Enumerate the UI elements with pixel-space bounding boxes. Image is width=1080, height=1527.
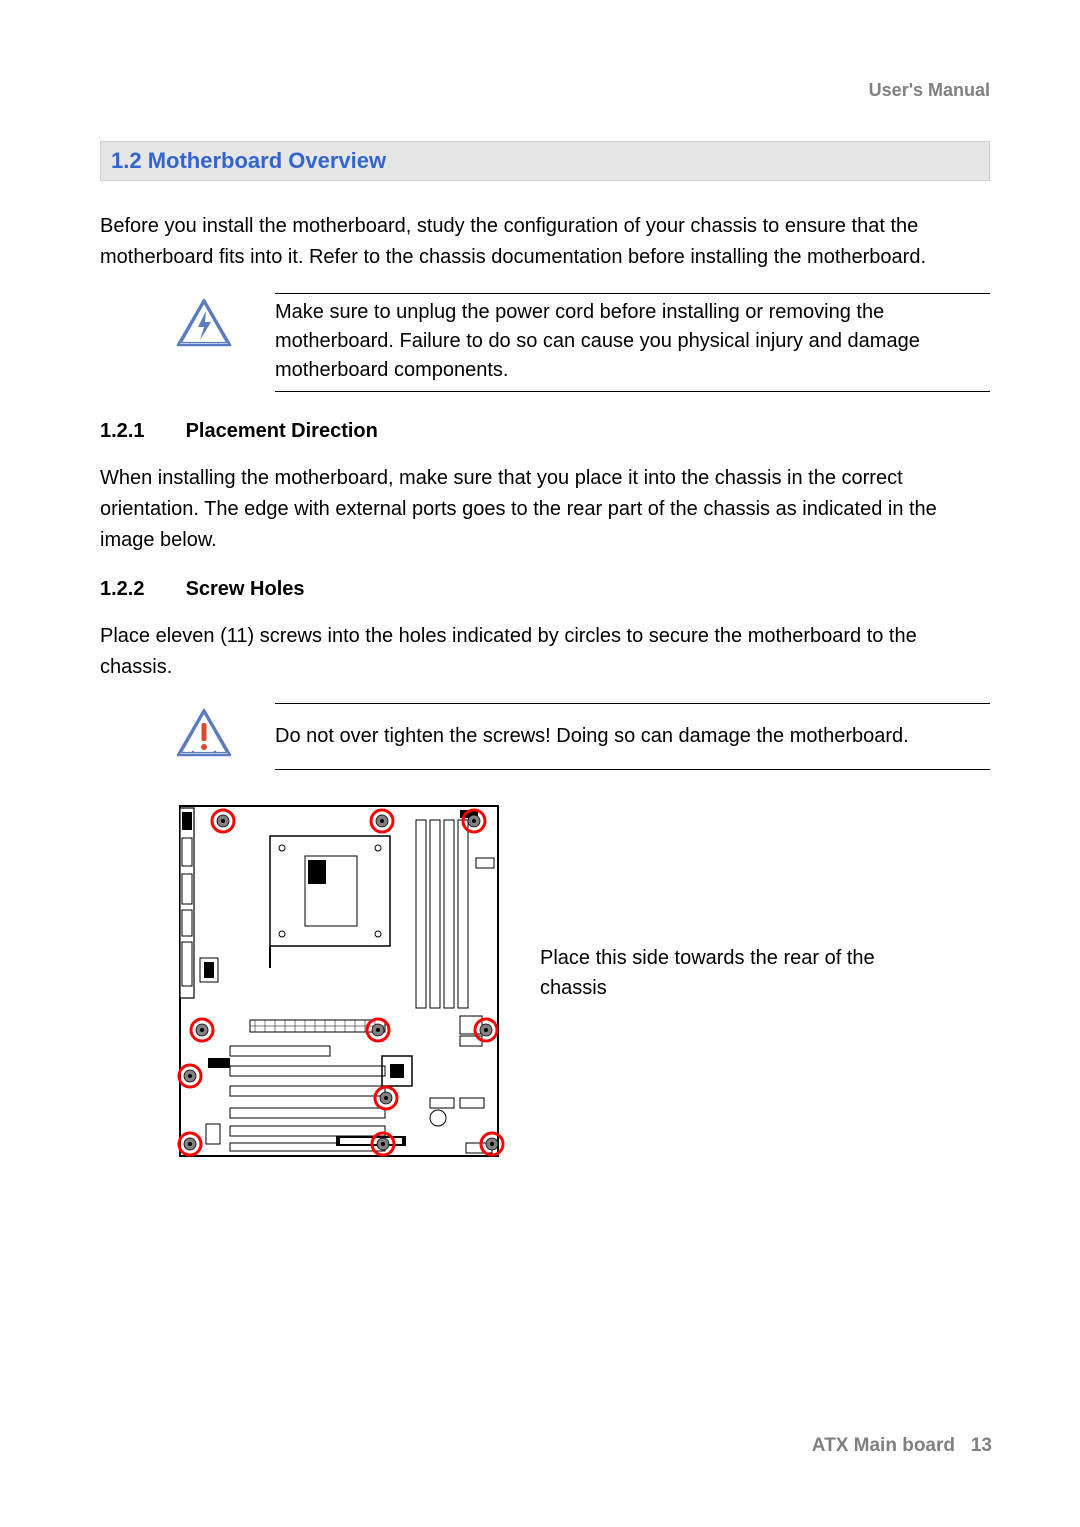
caution-exclamation-icon bbox=[175, 707, 245, 770]
sub-number: 1.2.1 bbox=[100, 420, 180, 443]
lightning-warning-icon bbox=[175, 297, 245, 360]
page-header-right: User's Manual bbox=[100, 80, 990, 101]
caution-callout: Do not over tighten the screws! Doing so… bbox=[175, 703, 990, 770]
sub-title: Screw Holes bbox=[186, 578, 305, 600]
footer-page-number: 13 bbox=[971, 1435, 992, 1456]
section-heading: 1.2 Motherboard Overview bbox=[100, 141, 990, 181]
diagram-side-note: Place this side towards the rear of the … bbox=[540, 943, 910, 1003]
motherboard-diagram bbox=[160, 798, 510, 1168]
placement-paragraph: When installing the motherboard, make su… bbox=[100, 463, 990, 556]
caution-text: Do not over tighten the screws! Doing so… bbox=[275, 703, 990, 770]
intro-paragraph: Before you install the motherboard, stud… bbox=[100, 211, 990, 273]
sub-heading-screw: 1.2.2 Screw Holes bbox=[100, 578, 990, 601]
page-footer: ATX Main board 13 bbox=[812, 1435, 992, 1457]
sub-heading-placement: 1.2.1 Placement Direction bbox=[100, 420, 990, 443]
footer-text: ATX Main board bbox=[812, 1435, 955, 1456]
sub-title: Placement Direction bbox=[186, 420, 378, 442]
sub-number: 1.2.2 bbox=[100, 578, 180, 601]
warning-text: Make sure to unplug the power cord befor… bbox=[275, 293, 990, 392]
warning-callout: Make sure to unplug the power cord befor… bbox=[175, 293, 990, 392]
screw-paragraph: Place eleven (11) screws into the holes … bbox=[100, 621, 990, 683]
